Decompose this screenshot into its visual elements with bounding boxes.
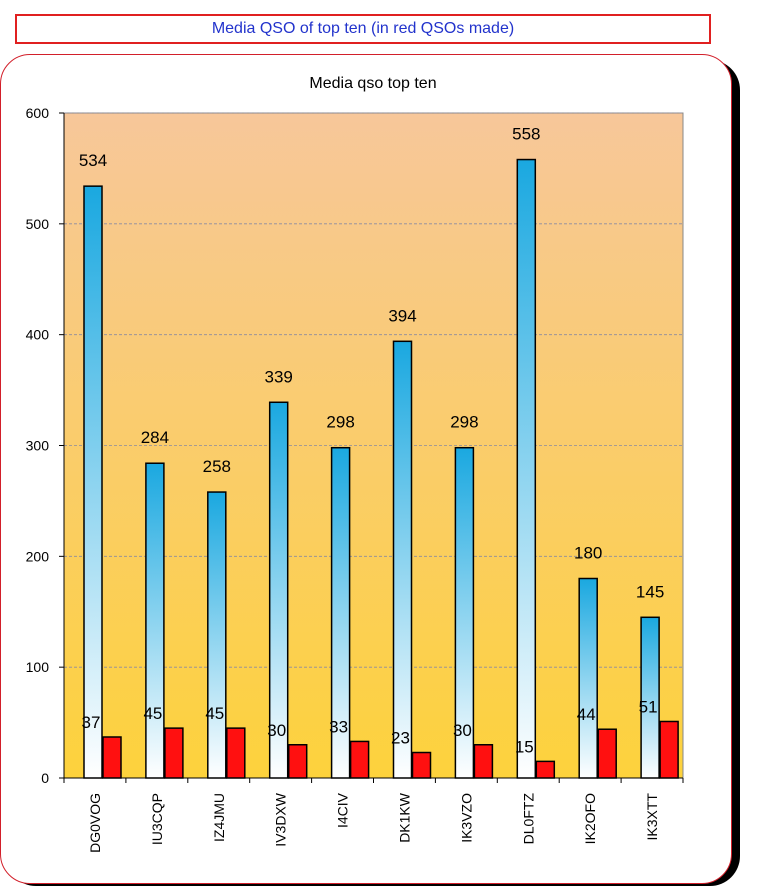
category-label: DG0VOG bbox=[87, 793, 103, 853]
bar-blue bbox=[454, 446, 475, 779]
y-tick-label: 300 bbox=[26, 438, 50, 454]
chart-title: Media qso top ten bbox=[309, 75, 436, 92]
data-label-blue: 394 bbox=[388, 306, 416, 325]
bar-red bbox=[411, 751, 432, 779]
y-tick-label: 100 bbox=[26, 659, 50, 675]
category-label: IK3XTT bbox=[644, 793, 660, 841]
category-label: DL0FTZ bbox=[520, 793, 536, 845]
category-label: DK1KW bbox=[396, 792, 412, 843]
bar-red bbox=[287, 744, 308, 779]
data-label-blue: 145 bbox=[636, 582, 664, 601]
bar-red bbox=[535, 760, 556, 779]
y-tick-label: 0 bbox=[41, 770, 49, 786]
data-label-red: 23 bbox=[391, 729, 410, 748]
data-label-blue: 534 bbox=[79, 151, 107, 170]
bar-red bbox=[102, 736, 122, 779]
data-label-red: 15 bbox=[515, 737, 534, 756]
category-label: IK2OFO bbox=[582, 793, 598, 844]
bar-red bbox=[226, 727, 246, 779]
data-label-blue: 558 bbox=[512, 125, 540, 144]
y-tick-label: 200 bbox=[26, 548, 50, 564]
category-label: IU3CQP bbox=[149, 793, 165, 845]
data-label-blue: 298 bbox=[450, 413, 478, 432]
category-label: IV3DXW bbox=[273, 792, 289, 846]
data-label-red: 51 bbox=[639, 697, 658, 716]
y-tick-label: 500 bbox=[26, 216, 50, 232]
data-label-red: 33 bbox=[329, 717, 348, 736]
data-label-red: 30 bbox=[267, 721, 286, 740]
data-label-red: 45 bbox=[143, 704, 162, 723]
data-label-blue: 258 bbox=[203, 457, 231, 476]
y-tick-label: 600 bbox=[26, 105, 50, 121]
data-label-blue: 298 bbox=[326, 413, 354, 432]
bar-red bbox=[473, 744, 494, 779]
bar-blue bbox=[516, 158, 537, 779]
bar-red bbox=[164, 727, 184, 779]
category-label: I4CIV bbox=[335, 792, 351, 828]
y-tick-label: 400 bbox=[26, 327, 50, 343]
bar-red bbox=[597, 728, 617, 779]
bar-blue bbox=[268, 401, 289, 779]
bar-blue bbox=[83, 185, 103, 779]
data-label-blue: 339 bbox=[265, 367, 293, 386]
banner-text: Media QSO of top ten (in red QSOs made) bbox=[211, 20, 515, 37]
data-label-red: 45 bbox=[205, 704, 224, 723]
data-label-red: 30 bbox=[453, 721, 472, 740]
chart-banner: Media QSO of top ten (in red QSOs made) bbox=[15, 14, 711, 44]
category-label: IK3VZO bbox=[458, 793, 474, 843]
bar-red bbox=[349, 740, 370, 779]
bar-blue bbox=[330, 446, 351, 779]
bar-red bbox=[659, 720, 679, 779]
bar-blue bbox=[207, 491, 227, 779]
category-label: IZ4JMU bbox=[211, 793, 227, 842]
bar-blue bbox=[640, 616, 660, 779]
bar-blue bbox=[578, 577, 598, 779]
data-label-red: 37 bbox=[82, 713, 101, 732]
data-label-blue: 180 bbox=[574, 544, 602, 563]
bar-blue bbox=[145, 462, 165, 779]
data-label-red: 44 bbox=[577, 705, 596, 724]
data-label-blue: 284 bbox=[141, 428, 169, 447]
bar-blue bbox=[392, 340, 413, 779]
